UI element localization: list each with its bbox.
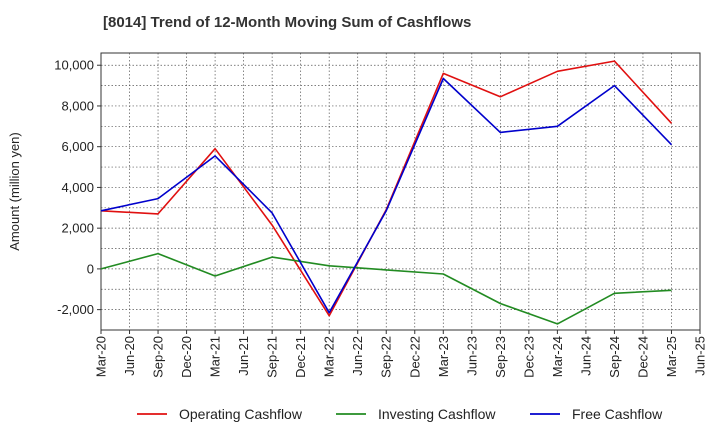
x-tick-label: Dec-21 — [293, 336, 308, 378]
x-tick-label: Sep-23 — [493, 336, 508, 378]
x-tick-label: Jun-23 — [464, 336, 479, 376]
y-tick-label: 6,000 — [61, 139, 94, 154]
legend-label: Investing Cashflow — [378, 406, 496, 422]
y-tick-label: 8,000 — [61, 98, 94, 113]
grid — [100, 53, 701, 331]
x-tick-label: Jun-22 — [350, 336, 365, 376]
x-tick-label: Mar-24 — [550, 336, 565, 377]
series-lines — [100, 60, 673, 325]
axes: -2,000 0 2,000 4,000 6,000 8,000 10,000 Mar-20 J… — [7, 52, 708, 378]
y-tick-label: 0 — [87, 261, 94, 276]
y-tick-label: 4,000 — [61, 180, 94, 195]
x-tick-label: Jun-24 — [578, 336, 593, 376]
legend: Operating Cashflow Investing Cashflow Free… — [137, 406, 663, 422]
legend-label: Operating Cashflow — [179, 406, 303, 422]
x-tick-label: Sep-22 — [379, 336, 394, 378]
chart-title: [8014] Trend of 12-Month Moving Sum of C… — [103, 14, 472, 31]
y-tick-label: -2,000 — [57, 302, 94, 317]
x-tick-label: Dec-20 — [179, 336, 194, 378]
plot-frame — [100, 52, 701, 331]
x-tick-label: Dec-24 — [635, 336, 650, 378]
x-tick-label: Jun-25 — [693, 336, 708, 376]
x-tick-label: Mar-23 — [436, 336, 451, 377]
x-tick-label: Mar-25 — [664, 336, 679, 377]
x-tick-label: Mar-20 — [94, 336, 109, 377]
y-axis-label: Amount (million yen) — [7, 132, 22, 251]
x-tick-label: Mar-21 — [208, 336, 223, 377]
x-tick-label: Jun-21 — [236, 336, 251, 376]
y-tick-label: 10,000 — [54, 58, 94, 73]
x-tick-label: Mar-22 — [322, 336, 337, 377]
y-tick-label: 2,000 — [61, 221, 94, 236]
series-line — [100, 252, 672, 325]
x-tick-label: Sep-24 — [607, 336, 622, 378]
series-line — [100, 77, 673, 314]
legend-label: Free Cashflow — [572, 406, 663, 422]
x-tick-label: Sep-21 — [265, 336, 280, 378]
x-tick-label: Jun-20 — [122, 336, 137, 376]
x-tick-label: Dec-23 — [521, 336, 536, 378]
x-tick-label: Dec-22 — [407, 336, 422, 378]
x-tick-label: Sep-20 — [151, 336, 166, 378]
